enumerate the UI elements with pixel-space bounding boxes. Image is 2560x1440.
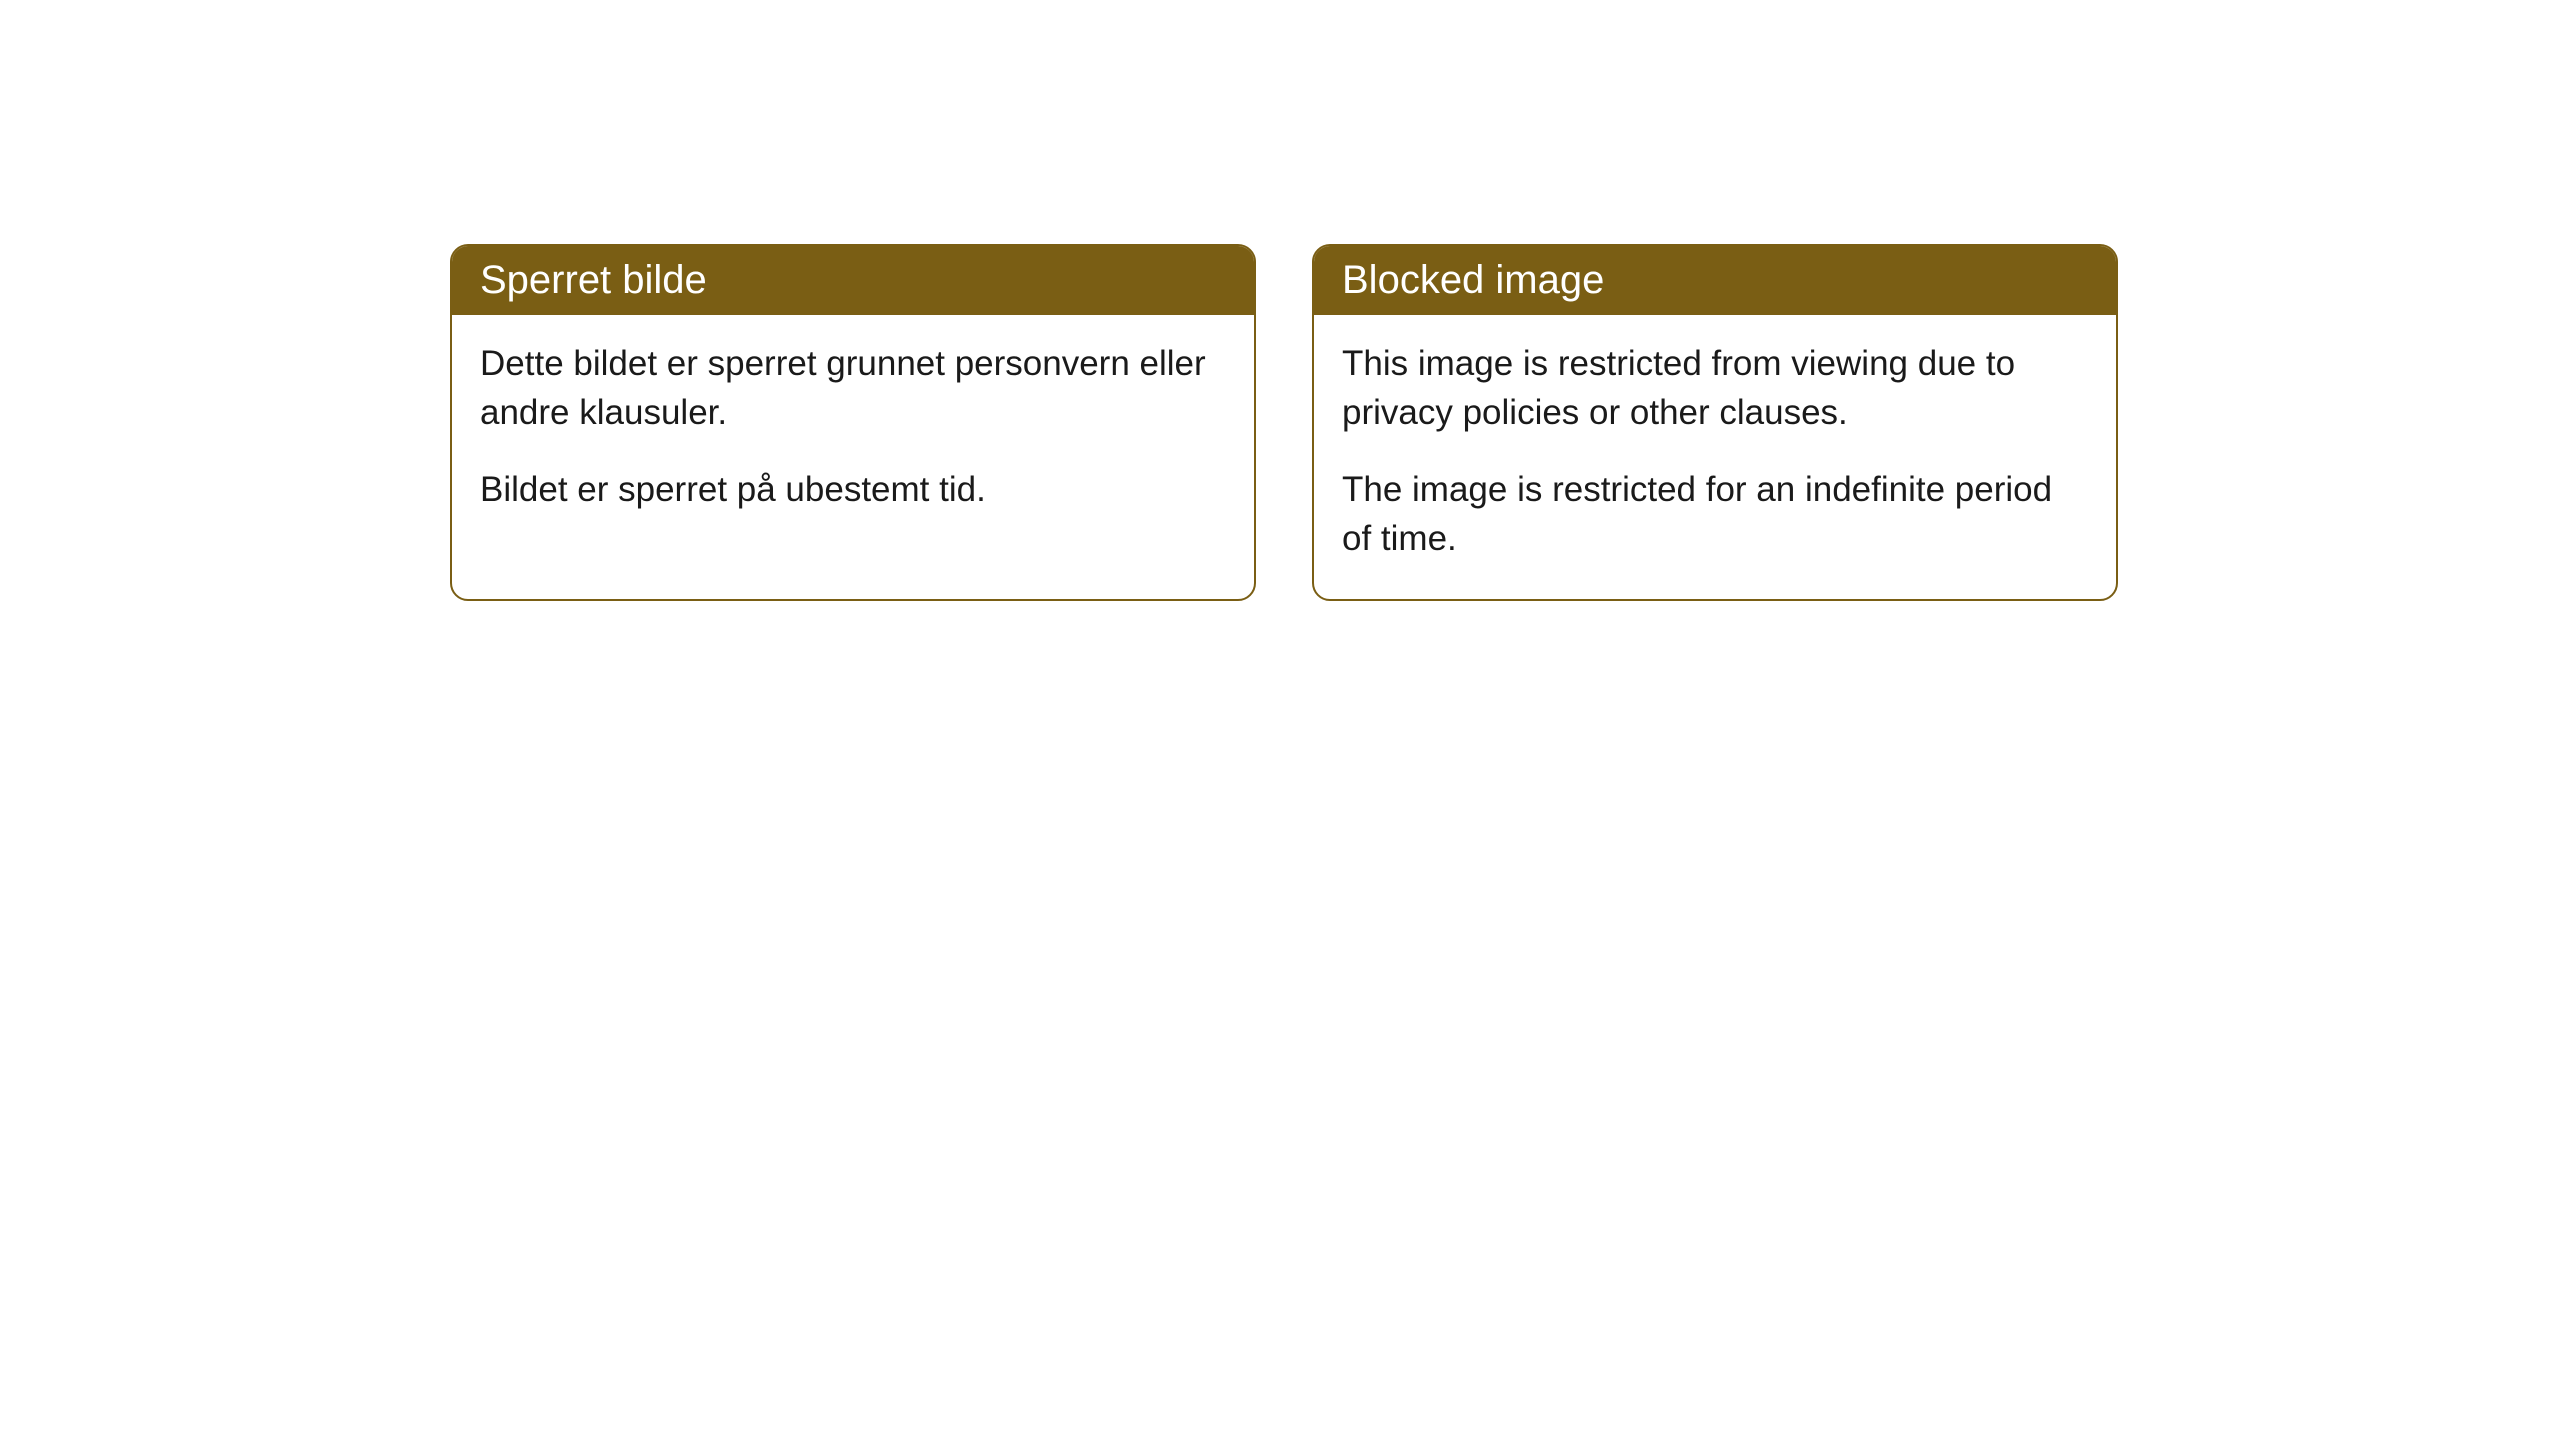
card-paragraph: The image is restricted for an indefinit… xyxy=(1342,465,2088,563)
cards-container: Sperret bilde Dette bildet er sperret gr… xyxy=(0,0,2560,601)
card-title: Sperret bilde xyxy=(480,258,707,302)
card-header-norwegian: Sperret bilde xyxy=(452,246,1254,315)
card-paragraph: Dette bildet er sperret grunnet personve… xyxy=(480,339,1226,437)
card-header-english: Blocked image xyxy=(1314,246,2116,315)
card-body-english: This image is restricted from viewing du… xyxy=(1314,315,2116,599)
blocked-image-card-norwegian: Sperret bilde Dette bildet er sperret gr… xyxy=(450,244,1256,601)
card-title: Blocked image xyxy=(1342,258,1604,302)
blocked-image-card-english: Blocked image This image is restricted f… xyxy=(1312,244,2118,601)
card-paragraph: Bildet er sperret på ubestemt tid. xyxy=(480,465,1226,514)
card-body-norwegian: Dette bildet er sperret grunnet personve… xyxy=(452,315,1254,550)
card-paragraph: This image is restricted from viewing du… xyxy=(1342,339,2088,437)
